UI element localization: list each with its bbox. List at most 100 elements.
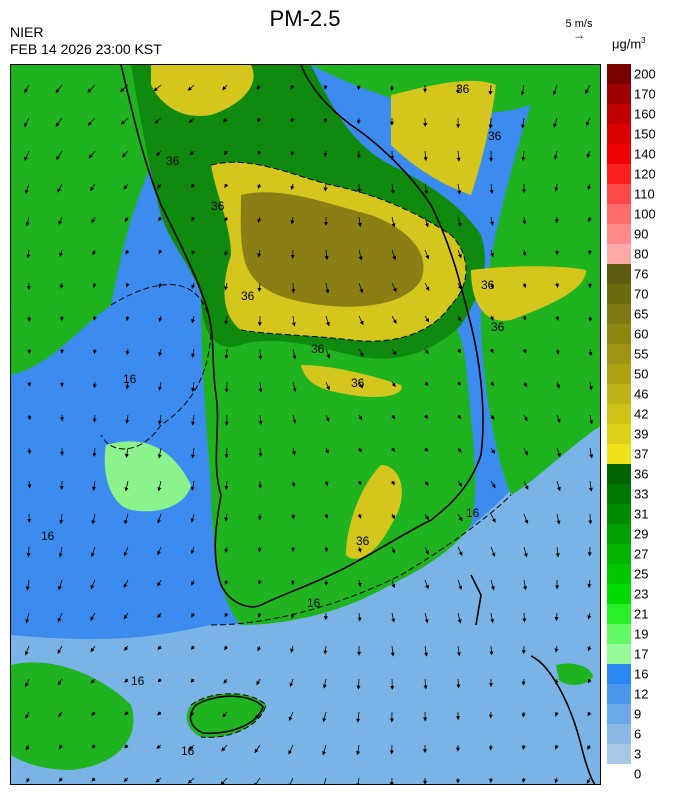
wind-arrow-head-icon xyxy=(27,415,32,421)
legend-label: 120 xyxy=(634,166,656,182)
wind-arrow-head-icon xyxy=(458,551,463,556)
wind-arrow-head-icon xyxy=(587,745,591,750)
wind-arrow-head-icon xyxy=(490,586,495,591)
west-sea-blue xyxy=(101,284,211,449)
wind-arrow-head-icon xyxy=(587,217,592,223)
wind-arrow-head-icon xyxy=(58,712,63,718)
wind-arrow-head-icon xyxy=(257,287,262,292)
wind-arrow-head-icon xyxy=(292,355,297,360)
wind-arrow-head-icon xyxy=(524,451,529,456)
wind-arrow-head-icon xyxy=(325,417,330,423)
wind-arrow-head-icon xyxy=(124,453,129,458)
wind-arrow-head-icon xyxy=(554,616,559,622)
wind-arrow-head-icon xyxy=(27,349,32,355)
legend-label: 17 xyxy=(634,646,649,662)
wind-arrow-head-icon xyxy=(257,253,262,258)
wind-arrow-head-icon xyxy=(588,487,593,492)
wind-arrow-head-icon xyxy=(489,157,494,162)
legend-swatch xyxy=(607,364,631,384)
wind-arrow-head-icon xyxy=(158,386,163,391)
wind-arrow-head-icon xyxy=(257,580,262,585)
wind-arrow-head-icon xyxy=(359,384,363,389)
wind-arrow-head-icon xyxy=(392,350,397,356)
wind-arrow-head-icon xyxy=(457,414,462,419)
wind-arrow-head-icon xyxy=(291,482,296,488)
legend-swatch xyxy=(607,524,631,544)
wind-arrow-head-icon xyxy=(457,619,462,624)
wind-arrow-head-icon xyxy=(524,519,529,524)
wind-arrow-head-icon xyxy=(26,778,31,783)
wind-arrow-head-icon xyxy=(392,287,397,293)
wind-arrow-head-icon xyxy=(425,286,430,291)
wind-arrow-head-icon xyxy=(357,651,362,656)
wind-arrow-head-icon xyxy=(224,645,229,651)
legend-swatch xyxy=(607,264,631,284)
wind-arrow-head-icon xyxy=(458,516,463,522)
wind-arrow-head-icon xyxy=(57,188,62,193)
contour-label: 36 xyxy=(481,278,495,292)
wind-arrow-head-icon xyxy=(292,419,297,424)
wind-arrow-head-icon xyxy=(521,650,526,655)
contour-label: 36 xyxy=(491,320,505,334)
contour-group xyxy=(100,161,512,738)
legend-label: 46 xyxy=(634,386,649,402)
wind-arrow-head-icon xyxy=(224,485,229,490)
wind-arrow-head-icon xyxy=(520,124,525,129)
wind-arrow-head-icon xyxy=(158,352,163,357)
wind-arrow-head-icon xyxy=(158,249,163,255)
legend-swatch xyxy=(607,724,631,744)
wind-arrow-head-icon xyxy=(490,284,494,289)
wind-arrow-head-icon xyxy=(391,414,396,420)
unit-label: μg/m3 xyxy=(612,36,646,51)
wind-arrow-head-icon xyxy=(291,289,296,294)
wind-arrow-head-icon xyxy=(424,381,429,387)
legend-swatch xyxy=(607,184,631,204)
wind-arrow-head-icon xyxy=(258,420,263,426)
wind-arrow-head-icon xyxy=(424,652,429,657)
wind-arrow-head-icon xyxy=(357,617,362,622)
wind-arrow-head-icon xyxy=(554,778,559,784)
wind-arrow-head-icon xyxy=(55,122,60,127)
wind-arrow-head-icon xyxy=(123,551,128,557)
contour-label: 16 xyxy=(466,506,480,520)
wind-arrow-head-icon xyxy=(190,183,195,189)
legend-swatch xyxy=(607,704,631,724)
wind-arrow-head-icon xyxy=(323,187,328,192)
wind-arrow-head-icon xyxy=(356,783,361,784)
wind-arrow-head-icon xyxy=(322,717,327,723)
map-canvas: 36 36 36 36 36 36 36 36 36 36 16 16 16 1… xyxy=(11,65,600,784)
legend-swatch xyxy=(607,504,631,524)
peninsula-coastline xyxy=(120,65,484,608)
wind-arrow-head-icon xyxy=(60,417,65,422)
wind-arrow-head-icon xyxy=(324,255,329,261)
wind-arrow-head-icon xyxy=(60,383,65,388)
legend-label: 23 xyxy=(634,586,649,602)
pm25-map[interactable]: 36 36 36 36 36 36 36 36 36 36 16 16 16 1… xyxy=(10,64,601,785)
wind-arrow-head-icon xyxy=(258,452,263,457)
wind-arrow-head-icon xyxy=(490,252,495,258)
wind-arrow-head-icon xyxy=(356,120,361,125)
wind-arrow-head-icon xyxy=(125,316,130,322)
legend-label: 0 xyxy=(634,766,642,782)
wind-arrow-head-icon xyxy=(124,711,129,716)
wind-arrow-head-icon xyxy=(553,123,558,128)
wind-arrow-head-icon xyxy=(125,350,130,356)
wind-arrow-head-icon xyxy=(491,552,496,557)
wind-arrow-head-icon xyxy=(92,283,97,288)
legend-swatch xyxy=(607,244,631,264)
legend-label: 70 xyxy=(634,286,649,302)
wind-arrow-head-icon xyxy=(91,711,96,716)
wind-arrow-head-icon xyxy=(555,553,560,558)
wind-arrow-head-icon xyxy=(125,283,130,288)
legend-swatch xyxy=(607,664,631,684)
wind-arrow-head-icon xyxy=(125,250,130,255)
legend-label: 3 xyxy=(634,746,642,762)
color-scale-labels: 200 170 160 150 140 120 110 100 90 80 76 70 65 60 55 50… xyxy=(634,64,673,781)
wind-arrow-head-icon xyxy=(325,449,329,454)
wind-arrow-head-icon xyxy=(120,120,126,125)
wind-arrow-head-icon xyxy=(158,283,163,288)
wind-arrow-head-icon xyxy=(356,154,361,159)
wind-arrow-head-icon xyxy=(390,480,395,486)
wind-arrow-head-icon xyxy=(92,316,97,321)
legend-label: 90 xyxy=(634,226,649,242)
